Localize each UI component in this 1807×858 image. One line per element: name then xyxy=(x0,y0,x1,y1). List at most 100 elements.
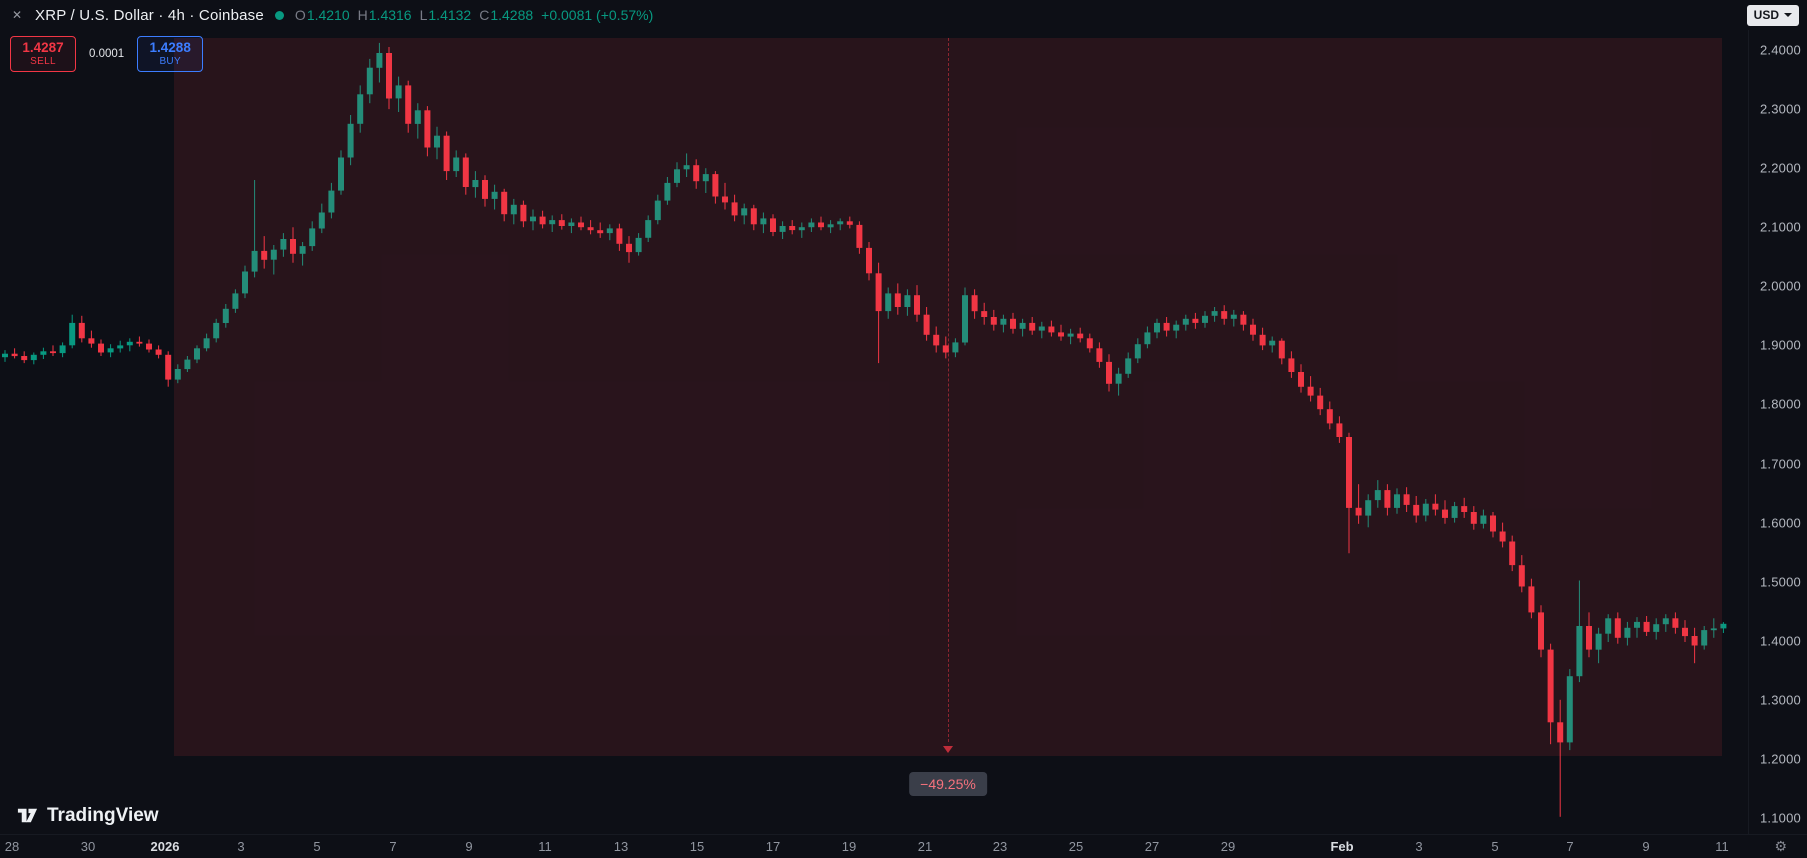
candle xyxy=(798,227,805,231)
candle xyxy=(347,123,354,158)
candle xyxy=(126,341,133,346)
candle xyxy=(424,110,431,148)
candle xyxy=(1096,348,1103,362)
buy-button[interactable]: 1.4288 BUY xyxy=(137,36,204,72)
candle xyxy=(318,212,325,229)
candle xyxy=(770,218,776,232)
candle xyxy=(933,334,940,346)
candle xyxy=(40,351,47,355)
candle xyxy=(232,293,239,309)
candle xyxy=(683,165,690,170)
candle xyxy=(1010,318,1016,329)
candle xyxy=(635,237,642,253)
candle xyxy=(1115,373,1122,384)
candle xyxy=(558,220,565,226)
candle xyxy=(482,180,488,199)
candle xyxy=(1720,623,1727,629)
candle xyxy=(1326,409,1333,424)
candle xyxy=(443,135,450,172)
candle xyxy=(299,246,306,254)
close-icon[interactable]: ✕ xyxy=(11,8,23,22)
price-axis-label: 1.3000 xyxy=(1760,692,1801,708)
chart-area[interactable]: −49.25% 1.4287 SELL 0.0001 1.4288 BUY Tr… xyxy=(0,30,1748,834)
candle xyxy=(981,311,988,317)
sell-label: SELL xyxy=(30,56,56,67)
candle xyxy=(1682,627,1688,637)
candle xyxy=(1269,340,1276,346)
candle xyxy=(1029,322,1036,331)
low-label: L xyxy=(419,7,428,23)
candle xyxy=(1202,315,1208,323)
price-axis-label: 1.9000 xyxy=(1760,337,1801,353)
candle xyxy=(827,224,834,228)
candle xyxy=(1710,628,1717,631)
tradingview-logo-icon xyxy=(17,808,38,823)
chart-header: ✕ XRP / U.S. Dollar · 4h · Coinbase O 1.4… xyxy=(0,0,1807,30)
candle xyxy=(251,250,258,272)
candle xyxy=(1422,503,1429,516)
candle xyxy=(1173,324,1180,331)
candle xyxy=(270,249,277,260)
candle xyxy=(1307,386,1314,396)
candle xyxy=(1154,322,1160,333)
currency-button[interactable]: USD xyxy=(1746,4,1799,26)
candle xyxy=(1346,437,1352,508)
candle xyxy=(760,218,767,225)
candle xyxy=(1221,311,1228,319)
candle xyxy=(1576,626,1583,677)
price-axis-label: 2.2000 xyxy=(1760,160,1801,176)
candle xyxy=(117,345,124,349)
candle xyxy=(203,338,210,349)
time-axis-label: 19 xyxy=(841,839,857,854)
candle xyxy=(213,322,220,339)
change-value: +0.0081 (+0.57%) xyxy=(541,7,654,23)
candle xyxy=(1384,490,1391,508)
gear-icon[interactable]: ⚙ xyxy=(1774,838,1787,854)
time-axis-label: 9 xyxy=(1642,839,1650,854)
candle xyxy=(2,353,8,358)
candle xyxy=(1518,565,1525,587)
symbol-title[interactable]: XRP / U.S. Dollar · 4h · Coinbase xyxy=(35,6,264,24)
measure-percent-badge[interactable]: −49.25% xyxy=(909,772,987,796)
candle xyxy=(405,85,412,124)
candle xyxy=(1182,318,1189,325)
candle xyxy=(1365,500,1372,516)
market-status-icon[interactable] xyxy=(274,10,284,20)
time-axis[interactable]: 28 30 2026 3 5 7 9 11 13 15 17 19 21 23 25 27 29 Feb 3 5 7 9 1… xyxy=(0,834,1807,858)
candle xyxy=(222,308,229,323)
candle xyxy=(376,53,383,68)
candle xyxy=(1288,358,1295,372)
time-axis-label: 7 xyxy=(389,839,397,854)
candle xyxy=(1538,612,1544,650)
candle xyxy=(462,157,469,187)
time-axis-label: 28 xyxy=(4,839,20,854)
candle xyxy=(1086,338,1093,349)
candle xyxy=(1125,358,1132,374)
candle xyxy=(328,190,335,213)
candle xyxy=(1230,314,1237,319)
tradingview-watermark[interactable]: TradingView xyxy=(16,804,159,827)
candle xyxy=(510,204,517,215)
candle xyxy=(1634,621,1640,628)
candle xyxy=(1547,649,1554,723)
candle xyxy=(1019,322,1026,329)
candle xyxy=(1394,494,1400,508)
price-axis-label: 1.1000 xyxy=(1760,810,1801,826)
candle xyxy=(1413,504,1420,516)
price-axis[interactable]: 2.4000 2.3000 2.2000 2.1000 2.0000 1.9000 1.80… xyxy=(1748,30,1807,834)
buy-price: 1.4288 xyxy=(149,40,191,55)
price-axis-label: 1.5000 xyxy=(1760,574,1801,590)
trade-panel: 1.4287 SELL 0.0001 1.4288 BUY xyxy=(10,36,204,72)
price-axis-label: 2.1000 xyxy=(1760,219,1801,235)
sell-button[interactable]: 1.4287 SELL xyxy=(10,36,76,72)
open-value: 1.4210 xyxy=(306,7,350,23)
candle xyxy=(1701,630,1708,646)
candle xyxy=(1144,332,1151,345)
candle xyxy=(1317,395,1324,410)
candle xyxy=(664,182,671,201)
time-axis-label: 29 xyxy=(1220,839,1236,854)
candle xyxy=(165,354,172,380)
candle xyxy=(338,157,344,191)
candle xyxy=(837,221,844,225)
candle xyxy=(539,216,546,225)
